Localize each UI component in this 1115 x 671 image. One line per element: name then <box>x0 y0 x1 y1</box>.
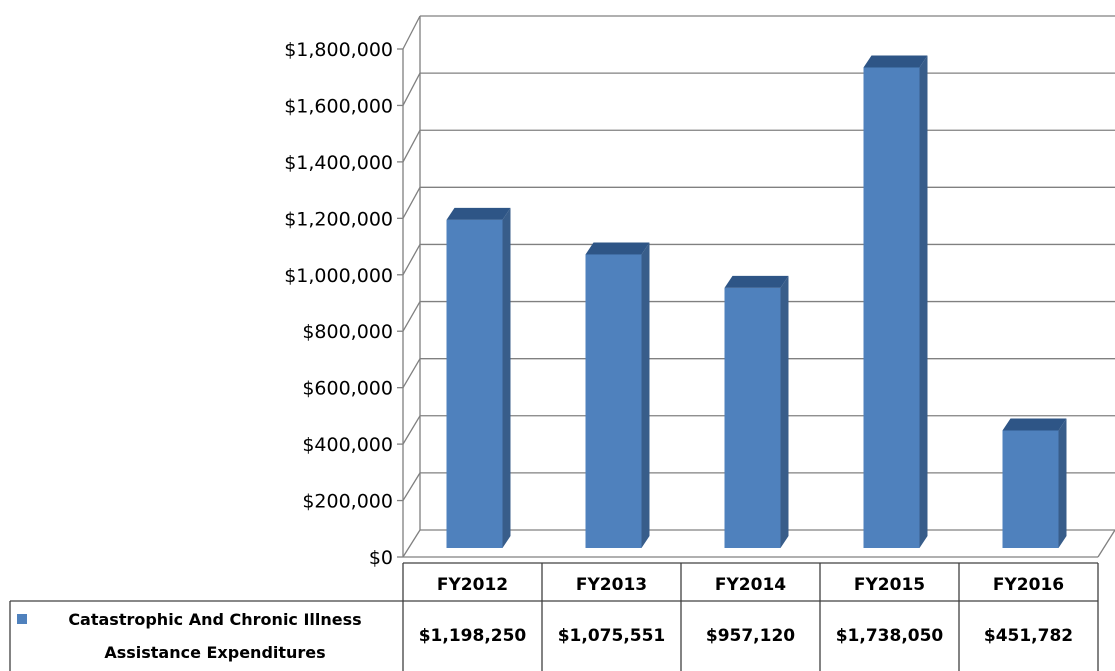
side-wall-gridline <box>402 72 421 106</box>
y-tick-label: $1,400,000 <box>284 152 393 174</box>
data-label: $1,738,050 <box>836 626 944 646</box>
bar-front-face <box>1002 430 1059 548</box>
x-tick-label: FY2015 <box>854 575 925 595</box>
bar-front-face <box>724 287 781 548</box>
bar-top-face <box>585 242 650 255</box>
bar-front-face <box>446 219 503 549</box>
bar-side-face <box>502 207 511 549</box>
data-label: $957,120 <box>706 626 795 646</box>
data-label: $451,782 <box>984 626 1073 646</box>
side-wall-gridline <box>402 415 421 445</box>
side-wall-gridline <box>402 129 421 163</box>
y-tick-label: $200,000 <box>302 491 393 513</box>
legend-swatch <box>17 614 27 624</box>
side-wall-gridline <box>402 244 421 276</box>
bar-top-face <box>446 207 511 220</box>
side-wall-gridline <box>402 529 421 558</box>
y-tick-label: $400,000 <box>302 434 393 456</box>
bar-side-face <box>919 55 928 548</box>
y-axis-tick-labels: $0 $200,000 $400,000 $600,000 $800,000 $1,000… <box>284 39 393 569</box>
bar <box>863 55 928 548</box>
y-tick-label: $1,200,000 <box>284 208 393 230</box>
x-tick-label: FY2013 <box>576 575 647 595</box>
side-wall-gridline <box>402 15 421 50</box>
bar <box>585 242 650 548</box>
bar-side-face <box>780 275 789 548</box>
data-table: FY2012 FY2013 FY2014 FY2015 FY2016 $1,198,250… <box>9 562 1099 671</box>
legend-label-line: Catastrophic And Chronic Illness <box>68 610 361 629</box>
data-label: $1,075,551 <box>558 626 666 646</box>
side-wall-gridline <box>402 358 421 388</box>
y-tick-label: $1,000,000 <box>284 265 393 287</box>
bar-front-face <box>585 254 642 548</box>
bar <box>1002 418 1067 548</box>
bar-top-face <box>724 275 789 288</box>
side-wall-gridline <box>402 301 421 332</box>
bar <box>446 207 511 549</box>
x-tick-label: FY2012 <box>437 575 508 595</box>
bars <box>446 55 1067 549</box>
legend-label-line: Assistance Expenditures <box>104 643 325 662</box>
side-wall-gridline <box>402 472 421 501</box>
y-tick-label: $1,600,000 <box>284 95 393 117</box>
floor-right-edge <box>1097 529 1115 558</box>
x-tick-label: FY2016 <box>993 575 1064 595</box>
bar-side-face <box>641 242 650 548</box>
bar <box>724 275 789 548</box>
bar-side-face <box>1058 418 1067 548</box>
data-label: $1,198,250 <box>419 626 527 646</box>
y-tick-label: $1,800,000 <box>284 39 393 61</box>
bar-top-face <box>863 55 928 68</box>
y-tick-label: $0 <box>369 547 393 569</box>
bar-top-face <box>1002 418 1067 431</box>
x-tick-label: FY2014 <box>715 575 786 595</box>
y-tick-label: $600,000 <box>302 378 393 400</box>
side-wall-gridline <box>402 187 421 219</box>
bar-front-face <box>863 67 920 548</box>
y-tick-label: $800,000 <box>302 321 393 343</box>
